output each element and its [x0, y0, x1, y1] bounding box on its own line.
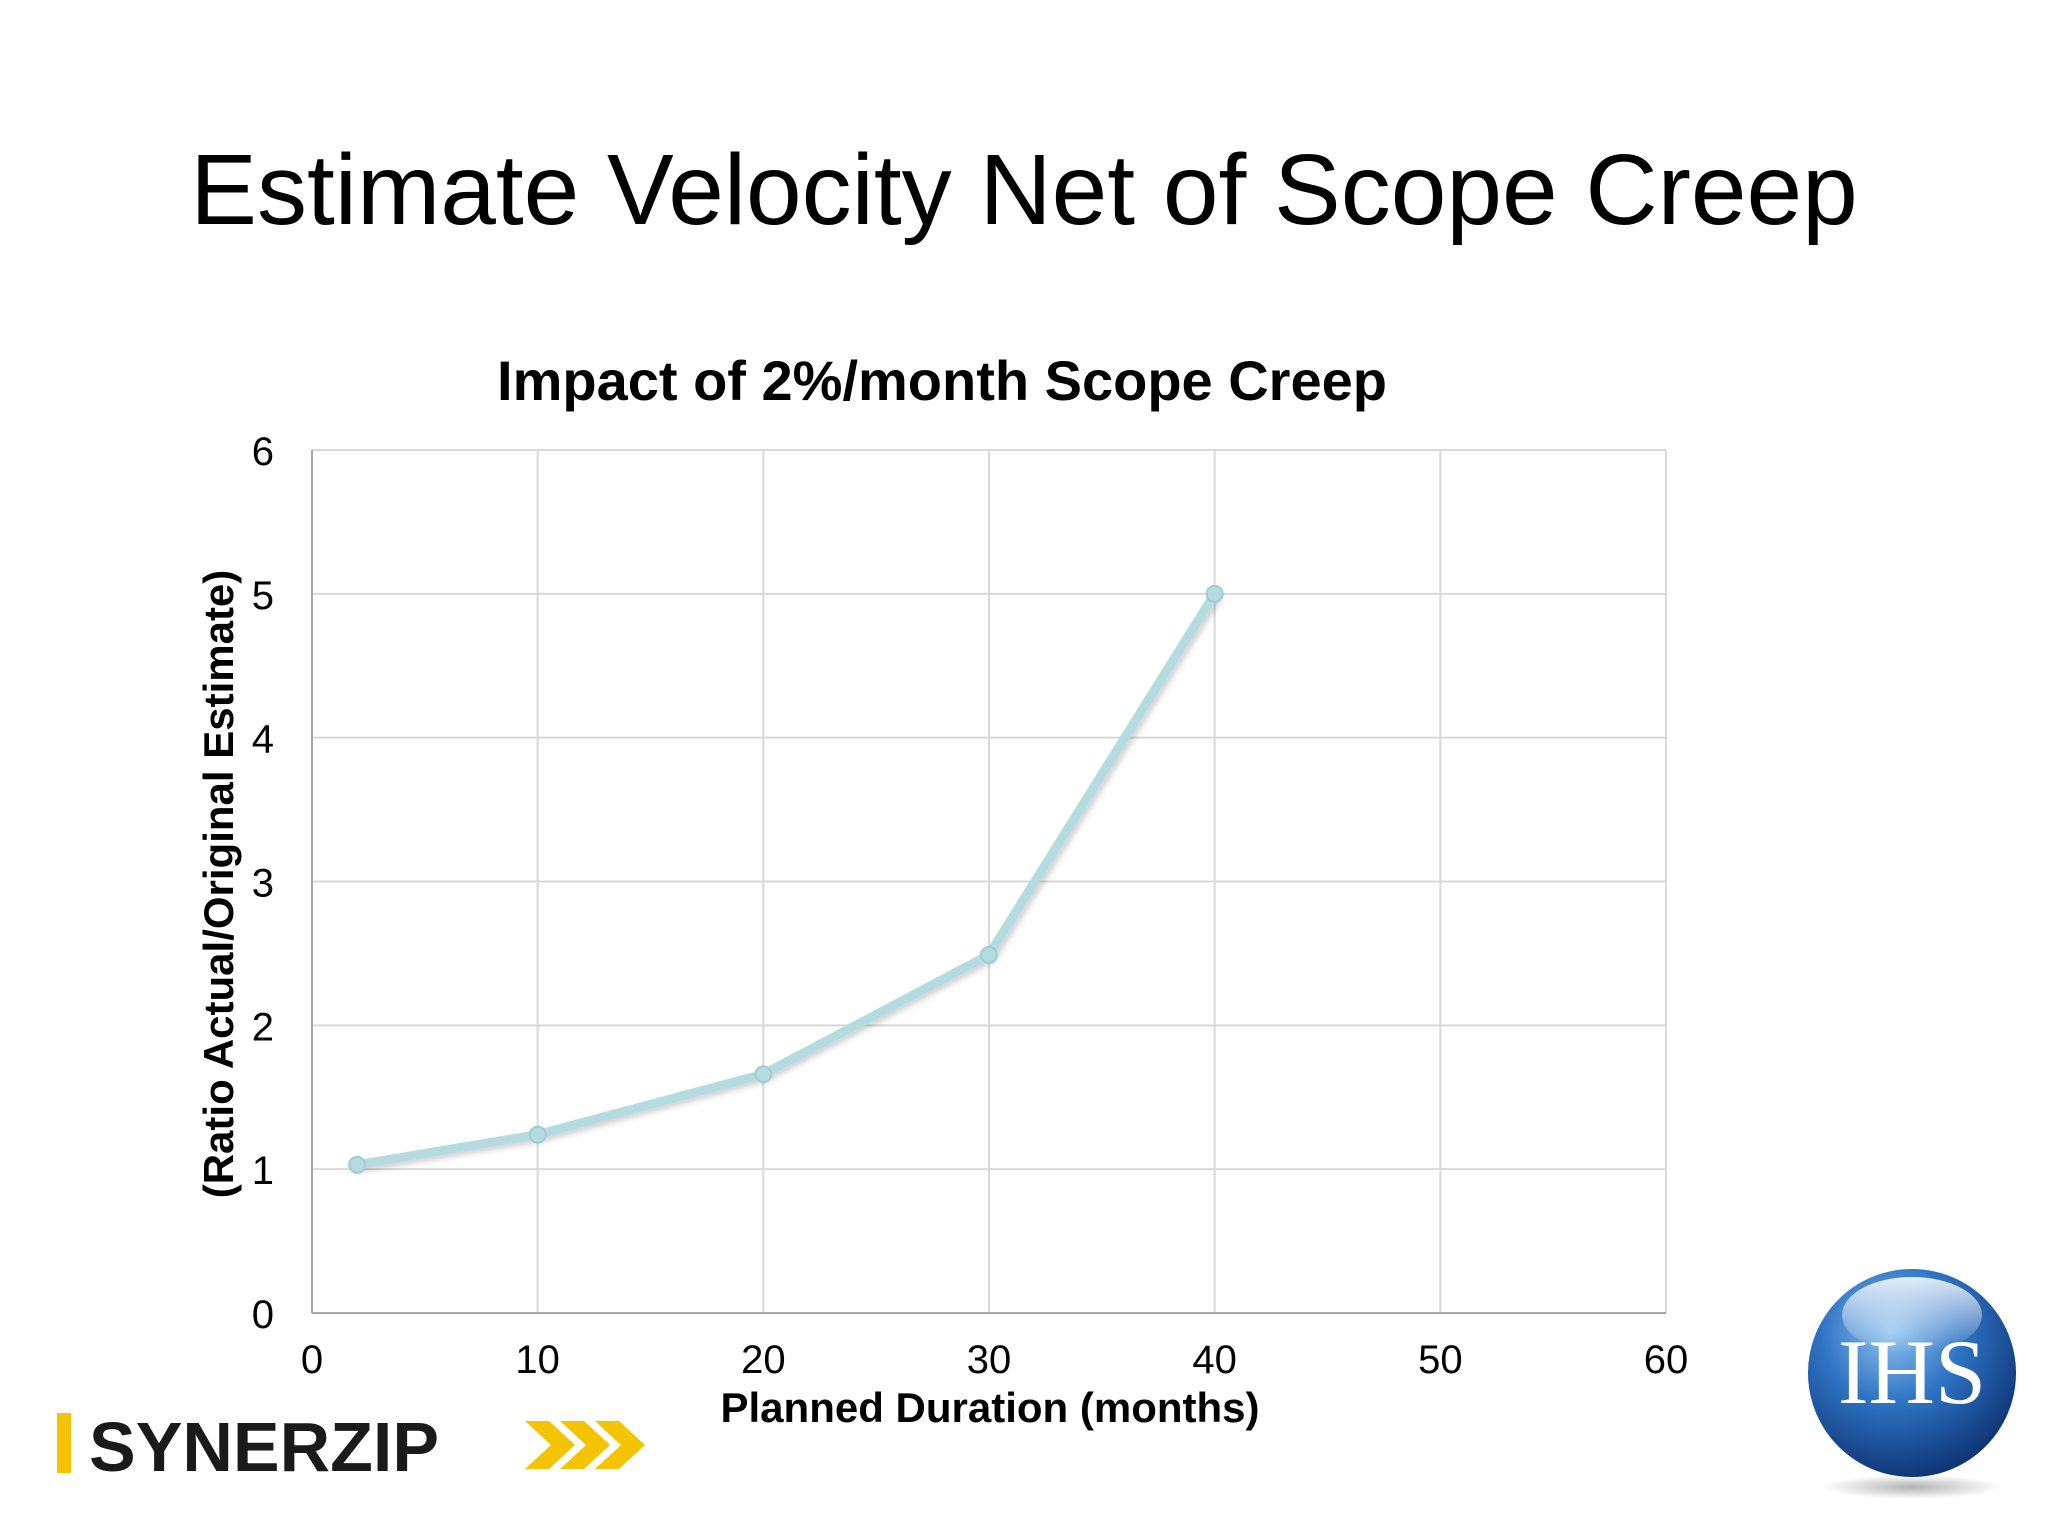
y-tick-label: 1 [252, 1149, 274, 1193]
data-point [1205, 584, 1224, 603]
y-tick-label: 0 [252, 1293, 274, 1337]
synerzip-chevron-2 [560, 1421, 610, 1469]
x-tick-label: 20 [741, 1338, 786, 1382]
y-tick-label: 5 [252, 574, 274, 618]
y-tick-label: 6 [252, 430, 274, 474]
x-tick-label: 10 [515, 1338, 560, 1382]
y-tick-label: 2 [252, 1005, 274, 1049]
chart-grid [312, 449, 1667, 1313]
slide-title: Estimate Velocity Net of Scope Creep [190, 134, 1858, 246]
chart-axes [311, 450, 1666, 1314]
data-point [980, 945, 998, 964]
data-point [754, 1065, 773, 1084]
x-tick-label: 0 [301, 1338, 323, 1382]
y-tick-label: 4 [252, 718, 274, 762]
ihs-logo: IHS [1808, 1269, 2016, 1499]
chart-title: Impact of 2%/month Scope Creep [497, 349, 1387, 412]
x-tick-label: 30 [967, 1338, 1012, 1382]
svg-text:IHS: IHS [1838, 1321, 1986, 1423]
synerzip-logo: SYNERZIP [57, 1408, 645, 1485]
y-axis-label: (Ratio Actual/Original Estimate) [195, 570, 242, 1199]
synerzip-chevron-3 [595, 1421, 645, 1469]
synerzip-accent-bar [57, 1413, 71, 1473]
y-tick-label: 3 [252, 862, 274, 906]
chart-series [348, 584, 1224, 1174]
x-tick-label: 60 [1644, 1338, 1689, 1382]
svg-text:SYNERZIP: SYNERZIP [89, 1408, 439, 1485]
series-line [352, 589, 1220, 1170]
data-point [348, 1155, 367, 1174]
x-tick-label: 50 [1418, 1338, 1463, 1382]
synerzip-chevron-1 [525, 1421, 575, 1469]
x-axis-label: Planned Duration (months) [721, 1384, 1260, 1431]
x-tick-label: 40 [1192, 1338, 1237, 1382]
data-point [528, 1125, 547, 1144]
